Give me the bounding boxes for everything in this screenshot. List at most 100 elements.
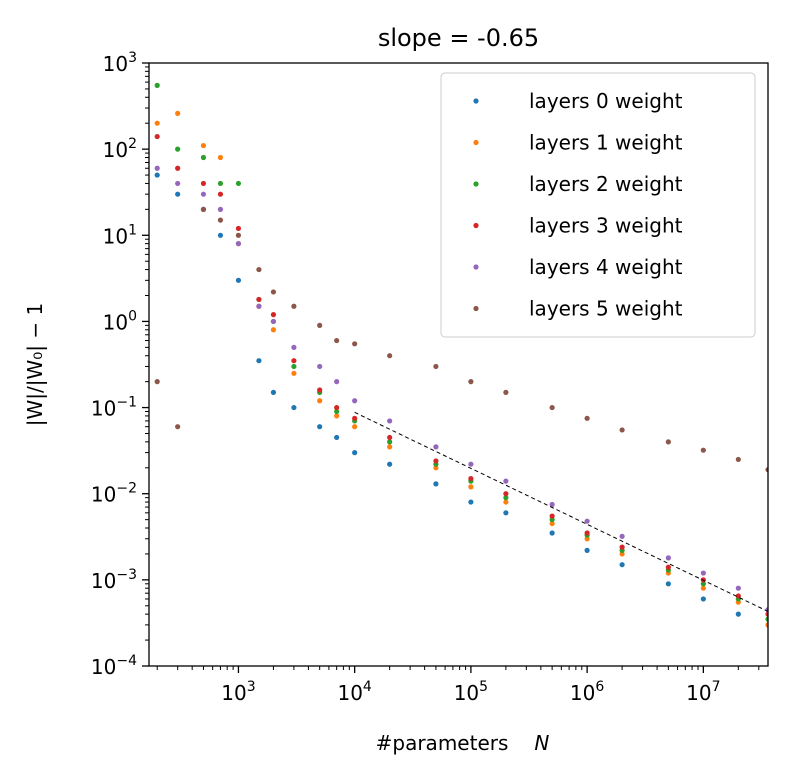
series-2-point <box>235 180 242 187</box>
series-3-point <box>256 296 262 303</box>
series-1-point <box>700 585 706 591</box>
legend-item: layers 0 weight <box>473 89 683 113</box>
series-4-point <box>387 418 393 424</box>
x-axis-label-symbol: N <box>534 731 549 755</box>
x-axis-label: #parameters N <box>376 731 550 755</box>
legend-label: layers 3 weight <box>529 214 683 238</box>
series-5-point <box>503 389 509 395</box>
series-3-point <box>468 475 474 482</box>
series-5-point <box>154 379 160 385</box>
series-1-point <box>334 413 340 419</box>
series-1-point <box>584 536 590 542</box>
x-axis-label-text: #parameters <box>376 731 509 755</box>
series-0-point <box>735 611 741 617</box>
series-0-point <box>700 596 706 602</box>
series-0-point <box>433 481 439 487</box>
series-5-point <box>700 447 706 453</box>
legend-items: layers 0 weight layers 1 weight layers 2 w… <box>473 89 683 321</box>
y-tick-label: 10−2 <box>91 481 137 507</box>
series-4-point <box>217 206 224 212</box>
series-0-point <box>503 510 509 516</box>
y-tick-label: 10−1 <box>91 395 137 421</box>
series-3-point <box>584 530 590 536</box>
series-2-point <box>291 363 297 370</box>
y-axis-label: |W|/|W₀| − 1 <box>23 303 47 426</box>
series-4-point <box>468 461 474 467</box>
series-3-point <box>549 513 555 519</box>
series-1-point <box>468 484 474 490</box>
series-2-point <box>700 581 706 587</box>
y-tick-label: 10−4 <box>91 653 137 679</box>
series-4-point <box>503 478 509 484</box>
chart-title: slope = -0.65 <box>378 24 539 52</box>
fit-line-layer <box>354 411 768 612</box>
series-0-point <box>468 499 474 505</box>
y-tick-label: 103 <box>103 50 137 76</box>
legend-item: layers 5 weight <box>473 297 683 321</box>
series-4-point <box>200 191 207 197</box>
series-4-point <box>700 570 706 576</box>
series-0-point <box>334 434 340 441</box>
series-4-point <box>175 180 181 187</box>
series-4-point <box>584 518 590 524</box>
y-axis: 10−4 10−3 10−2 10−1 100 101 102 103 <box>91 50 149 679</box>
series-1-point <box>352 424 358 430</box>
series-0-point <box>549 530 555 536</box>
series-0-point <box>317 424 323 430</box>
series-4-point <box>270 318 277 325</box>
series-0-point <box>584 547 590 553</box>
y-tick-label: 101 <box>103 222 137 248</box>
series-4-point <box>154 165 160 171</box>
series-2-point <box>175 146 181 152</box>
series-4-point <box>334 379 340 385</box>
series-3-point <box>433 458 439 464</box>
series-1-point <box>175 110 181 116</box>
series-0-point <box>352 450 358 456</box>
series-5-point <box>235 232 242 238</box>
series-1-point <box>387 444 393 450</box>
series-5-point <box>619 427 625 433</box>
x-tick-label: 105 <box>454 679 488 705</box>
series-0-point <box>235 277 242 283</box>
series-2-point <box>387 439 393 445</box>
series-5-point <box>175 424 181 430</box>
series-3-point <box>154 133 160 140</box>
legend-label: layers 4 weight <box>529 255 683 279</box>
series-3-point <box>619 544 625 550</box>
series-0-point <box>291 404 297 411</box>
series-1-point <box>217 154 224 161</box>
series-1-point <box>291 370 297 376</box>
legend-label: layers 0 weight <box>529 89 683 113</box>
series-5-point <box>584 415 590 421</box>
series-3-point <box>352 415 358 421</box>
series-4-point <box>352 398 358 404</box>
legend-box <box>440 72 756 338</box>
series-3-point <box>317 387 323 393</box>
series-3-point <box>291 358 297 364</box>
series-4-point <box>291 344 297 350</box>
series-0-point <box>619 562 625 568</box>
x-tick-label: 106 <box>570 679 604 705</box>
series-3-point <box>270 312 277 318</box>
series-0-point <box>175 191 181 197</box>
series-0-point <box>665 581 671 587</box>
x-tick-label: 104 <box>337 679 371 705</box>
series-3-point <box>235 225 242 232</box>
series-4-point <box>619 533 625 539</box>
series-5-point <box>549 404 555 411</box>
series-4-point <box>735 585 741 591</box>
series-3-point <box>387 434 393 441</box>
series-5-point <box>256 266 262 273</box>
series-1-point <box>433 465 439 471</box>
x-tick-label: 107 <box>686 679 720 705</box>
series-1-point <box>200 142 207 149</box>
series-3-point <box>200 180 207 187</box>
legend-label: layers 2 weight <box>529 172 683 196</box>
series-5-point <box>352 341 358 347</box>
series-0-point <box>217 232 224 238</box>
legend-item: layers 4 weight <box>473 255 683 279</box>
series-3-point <box>665 564 671 570</box>
series-5-point <box>433 363 439 370</box>
series-4-point <box>433 444 439 450</box>
